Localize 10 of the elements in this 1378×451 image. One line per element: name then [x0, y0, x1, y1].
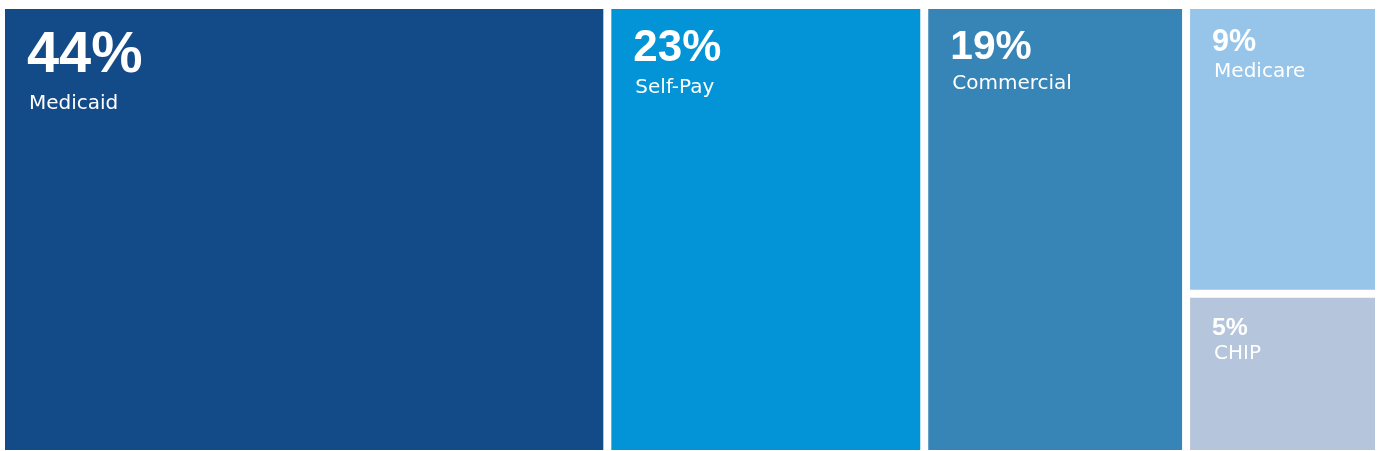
data-label: 23% [633, 21, 722, 71]
category-label: Medicaid [29, 89, 119, 114]
category-label: Self-Pay [635, 73, 715, 98]
data-label: 19% [950, 21, 1032, 68]
category-label: CHIP [1214, 340, 1262, 365]
data-label: 9% [1212, 22, 1257, 57]
data-label: 5% [1212, 312, 1248, 340]
data-label: 44% [27, 19, 143, 84]
category-label: Medicare [1214, 58, 1306, 83]
category-label: Commercial [952, 70, 1072, 94]
